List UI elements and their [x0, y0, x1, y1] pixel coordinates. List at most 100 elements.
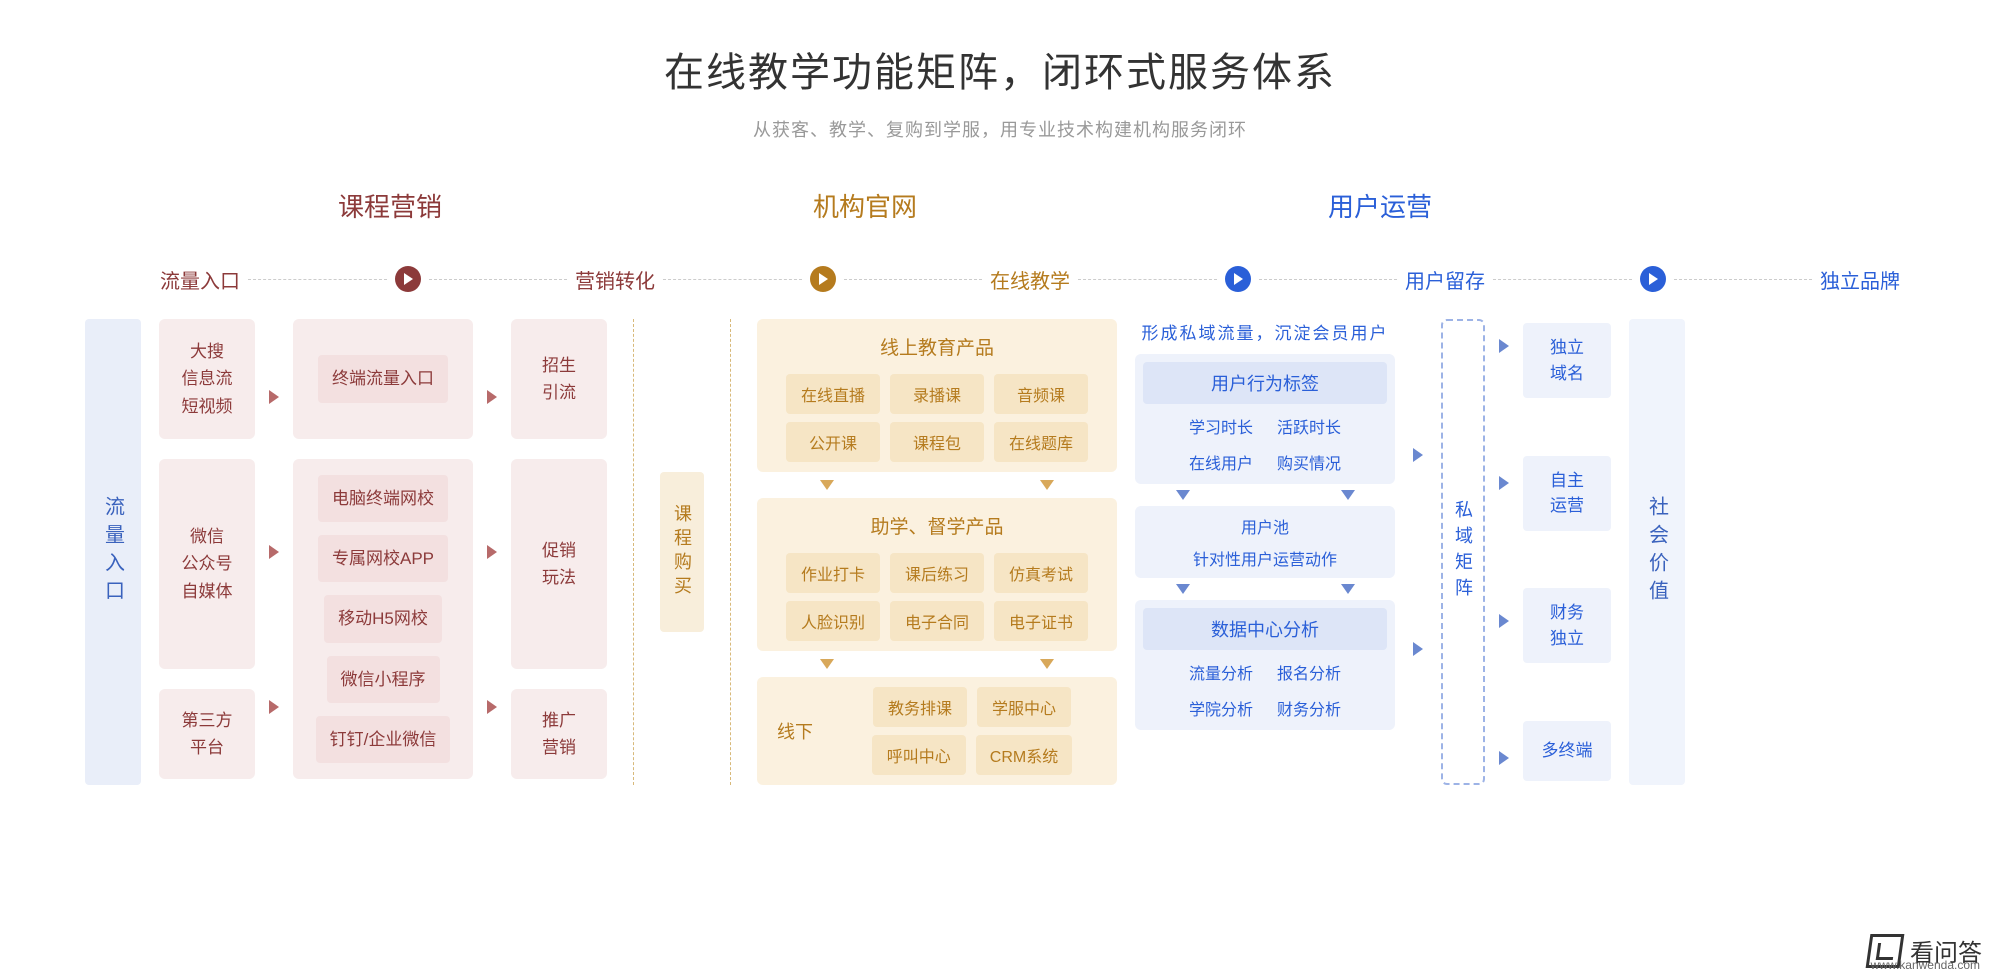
blue-group: 用户行为标签 学习时长 活跃时长 在线用户 购买情况	[1135, 354, 1395, 484]
arrow-down-icon	[820, 659, 834, 669]
right-text: 促销 玩法	[542, 537, 576, 591]
vertical-separator	[633, 319, 634, 785]
gold-chip: 电子证书	[994, 601, 1088, 641]
source-text: 第三方 平台	[182, 707, 233, 761]
mid-chip: 钉钉/企业微信	[316, 716, 451, 763]
dash-connector	[844, 279, 983, 280]
play-icon	[1640, 266, 1666, 292]
sub-header-row: 流量入口 营销转化 在线教学 用户留存 独立品牌	[0, 264, 2000, 294]
play-icon	[810, 266, 836, 292]
gold-chip: 作业打卡	[786, 553, 880, 593]
arrow-row	[1135, 584, 1395, 594]
play-icon	[1225, 266, 1251, 292]
right-text: 招生 引流	[542, 352, 576, 406]
dash-connector	[1493, 279, 1632, 280]
blue-chip: 流量分析	[1189, 660, 1253, 684]
pillar-purchase: 课程购买	[660, 472, 704, 632]
gold-group: 线上教育产品 在线直播 录播课 音频课 公开课 课程包 在线题库	[757, 319, 1117, 472]
right-box: 推广 营销	[511, 689, 607, 779]
col-head-ops: 用户运营	[1140, 187, 1620, 224]
gold-chip: 录播课	[890, 374, 984, 414]
chip-row: 作业打卡 课后练习 仿真考试	[767, 553, 1107, 593]
col-ops: 形成私域流量，沉淀会员用户 用户行为标签 学习时长 活跃时长 在线用户 购买情况…	[1135, 319, 1395, 785]
offline-label: 线下	[767, 718, 823, 744]
blue-chip: 学院分析	[1189, 696, 1253, 720]
columns-header-row: 课程营销 机构官网 用户运营	[0, 187, 2000, 224]
gold-chip: 课程包	[890, 422, 984, 462]
gold-chip: 音频课	[994, 374, 1088, 414]
chip-row: 在线直播 录播课 音频课	[767, 374, 1107, 414]
blue-group-head: 用户行为标签	[1143, 362, 1387, 404]
arrow-col	[487, 319, 497, 785]
dash-connector	[1674, 279, 1813, 280]
blue-group: 数据中心分析 流量分析 报名分析 学院分析 财务分析	[1135, 600, 1395, 730]
arrow-down-icon	[820, 480, 834, 490]
arrow-row	[757, 657, 1117, 671]
arrow-row	[757, 478, 1117, 492]
subhead-retain: 用户留存	[1405, 265, 1485, 294]
blue-chip: 学习时长	[1189, 414, 1253, 438]
gold-chip: 课后练习	[890, 553, 984, 593]
arrow-right-icon	[1499, 476, 1509, 490]
gold-chip: 仿真考试	[994, 553, 1088, 593]
right-box: 招生 引流	[511, 319, 607, 439]
right-text: 推广 营销	[542, 707, 576, 761]
chip-row: 学院分析 财务分析	[1143, 694, 1387, 722]
brand-item: 自主 运营	[1523, 456, 1611, 531]
arrow-right-icon	[1413, 642, 1423, 656]
col1-mids: 终端流量入口 电脑终端网校 专属网校APP 移动H5网校 微信小程序 钉钉/企业…	[293, 319, 473, 785]
arrow-down-icon	[1040, 480, 1054, 490]
arrow-down-icon	[1341, 584, 1355, 594]
brand-items: 独立 域名 自主 运营 财务 独立 多终端	[1523, 319, 1611, 785]
mid-chip: 微信小程序	[327, 656, 440, 703]
blue-chip: 购买情况	[1277, 450, 1341, 474]
blue-text: 针对性用户运营动作	[1193, 546, 1337, 570]
subhead-brand: 独立品牌	[1820, 265, 1900, 294]
arrow-down-icon	[1040, 659, 1054, 669]
gold-chip: 在线直播	[786, 374, 880, 414]
col-brand: 私域矩阵 独立 域名 自主 运营 财务 独立 多终端	[1441, 319, 1611, 785]
header: 在线教学功能矩阵，闭环式服务体系 从获客、教学、复购到学服，用专业技术构建机构服…	[0, 0, 2000, 142]
chip-row: 人脸识别 电子合同 电子证书	[767, 601, 1107, 641]
brand-item: 多终端	[1523, 721, 1611, 781]
blue-group-head: 数据中心分析	[1143, 608, 1387, 650]
blue-chip: 活跃时长	[1277, 414, 1341, 438]
arrow-down-icon	[1341, 490, 1355, 500]
source-text: 大搜 信息流 短视频	[182, 338, 233, 420]
arrow-right-icon	[269, 390, 279, 404]
mid-chip: 专属网校APP	[318, 535, 448, 582]
dash-connector	[663, 279, 802, 280]
vertical-separator	[730, 319, 731, 785]
subhead-teach: 在线教学	[990, 265, 1070, 294]
chip-row: 学习时长 活跃时长	[1143, 412, 1387, 440]
dash-connector	[1078, 279, 1217, 280]
arrow-col	[1499, 319, 1509, 785]
gold-group-title: 助学、督学产品	[870, 508, 1003, 545]
gold-chip: 呼叫中心	[872, 735, 966, 775]
subhead-convert: 营销转化	[575, 265, 655, 294]
gold-chip: 在线题库	[994, 422, 1088, 462]
col1-rights: 招生 引流 促销 玩法 推广 营销	[511, 319, 607, 785]
mid-box: 电脑终端网校 专属网校APP 移动H5网校 微信小程序 钉钉/企业微信	[293, 459, 473, 779]
blue-chip: 财务分析	[1277, 696, 1341, 720]
arrow-right-icon	[487, 700, 497, 714]
col-site: 线上教育产品 在线直播 录播课 音频课 公开课 课程包 在线题库 助学、督学产品…	[757, 319, 1117, 785]
pillar-private-matrix: 私域矩阵	[1441, 319, 1485, 785]
mid-box: 终端流量入口	[293, 319, 473, 439]
arrow-right-icon	[487, 390, 497, 404]
page-title: 在线教学功能矩阵，闭环式服务体系	[0, 40, 2000, 98]
arrow-right-icon	[1499, 751, 1509, 765]
pillar-left: 流量入口	[85, 319, 141, 785]
arrow-right-icon	[269, 700, 279, 714]
blue-chip: 报名分析	[1277, 660, 1341, 684]
blue-text: 用户池	[1241, 514, 1289, 538]
arrow-right-icon	[487, 545, 497, 559]
gold-group: 助学、督学产品 作业打卡 课后练习 仿真考试 人脸识别 电子合同 电子证书	[757, 498, 1117, 651]
main-diagram: 流量入口 大搜 信息流 短视频 微信 公众号 自媒体 第三方 平台 终端流量入口…	[0, 319, 2000, 785]
source-box: 第三方 平台	[159, 689, 255, 779]
gold-offline-group: 线下 教务排课 学服中心 呼叫中心 CRM系统	[757, 677, 1117, 785]
dash-connector	[248, 279, 387, 280]
chip-row: 教务排课 学服中心	[837, 687, 1107, 727]
offline-grid: 教务排课 学服中心 呼叫中心 CRM系统	[837, 687, 1107, 775]
dash-connector	[1259, 279, 1398, 280]
